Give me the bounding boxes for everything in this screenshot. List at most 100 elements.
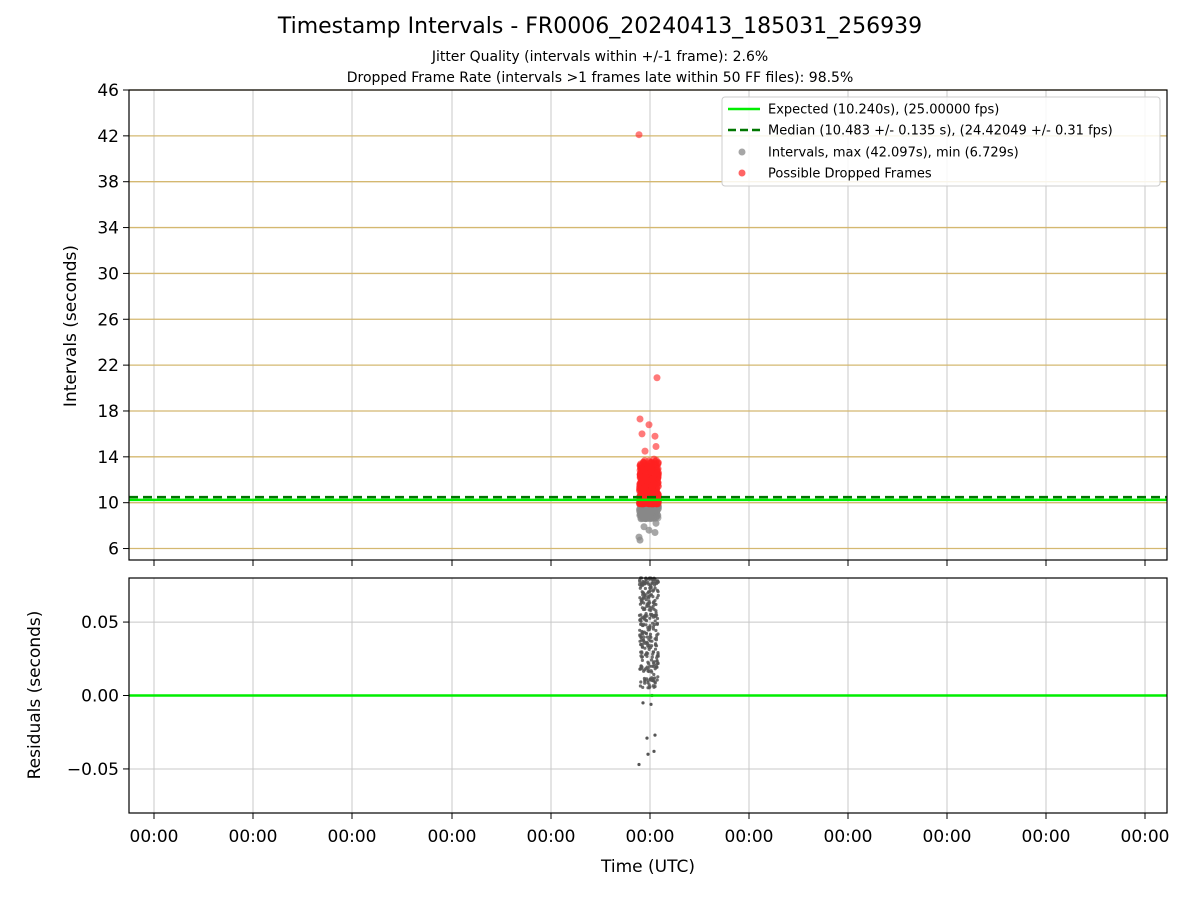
residual-point <box>643 593 647 597</box>
residual-point <box>655 622 659 627</box>
chart-title: Timestamp Intervals - FR0006_20240413_18… <box>277 14 923 39</box>
residual-point <box>650 678 654 683</box>
residual-point <box>653 619 657 623</box>
residual-point <box>649 702 653 706</box>
residual-point <box>639 622 643 627</box>
residual-point <box>638 602 643 606</box>
dropped-frame-point <box>641 483 649 490</box>
residual-point <box>638 684 643 688</box>
top-ytick-label-6: 6 <box>108 540 119 560</box>
residual-point <box>655 616 660 621</box>
residual-point <box>645 619 649 623</box>
residual-point <box>653 586 657 590</box>
residual-point <box>644 598 648 602</box>
residual-point <box>656 579 660 583</box>
residual-point <box>640 655 644 659</box>
residual-point <box>638 578 642 582</box>
dropped-frame-point <box>638 465 646 473</box>
residual-point <box>656 675 660 679</box>
dropped-frame-point <box>653 500 660 508</box>
residual-point <box>640 667 644 671</box>
dropped-frame-point <box>648 483 656 491</box>
residual-point <box>642 630 646 634</box>
top-ytick-label-42: 42 <box>97 127 119 147</box>
top-ytick-label-18: 18 <box>97 402 119 422</box>
residual-point <box>653 647 658 651</box>
residual-point <box>647 594 652 598</box>
dropped-frame-point <box>654 465 662 473</box>
top-ytick-label-22: 22 <box>97 356 119 376</box>
residual-point <box>646 580 650 585</box>
jitter-quality-subtitle: Jitter Quality (intervals within +/-1 fr… <box>431 49 769 65</box>
residual-point <box>641 579 645 584</box>
residual-point <box>638 618 643 623</box>
residual-point <box>646 604 650 608</box>
residual-point <box>642 676 647 681</box>
residual-point <box>647 599 651 603</box>
top-ytick-label-46: 46 <box>97 81 119 101</box>
interval-y-axis-label: Intervals (seconds) <box>61 245 81 407</box>
residual-point <box>652 672 656 677</box>
residual-point <box>647 686 651 690</box>
residual-point <box>647 647 651 652</box>
residual-point <box>656 593 660 598</box>
interval-point <box>651 528 659 536</box>
residual-point <box>656 661 660 666</box>
residual-point <box>647 683 651 687</box>
residual-point <box>641 701 645 705</box>
dropped-frame-point <box>650 455 658 463</box>
interval-point <box>640 523 648 531</box>
residual-point <box>644 612 648 616</box>
residual-point <box>637 762 641 767</box>
x-tick-label-4: 00:00 <box>527 827 576 847</box>
residual-point <box>644 641 648 646</box>
residual-point <box>642 622 646 627</box>
residual-point <box>656 654 660 658</box>
residual-point <box>651 580 656 584</box>
residual-point <box>646 679 650 683</box>
residual-point <box>638 596 642 600</box>
residual-y-axis-label: Residuals (seconds) <box>25 611 45 780</box>
residual-point <box>642 606 647 610</box>
residual-point <box>653 680 657 684</box>
residual-point <box>642 635 646 639</box>
top-ytick-label-30: 30 <box>97 264 119 284</box>
legend-entry-label: Median (10.483 +/- 0.135 s), (24.42049 +… <box>768 124 1113 139</box>
x-tick-label-9: 00:00 <box>1022 827 1071 847</box>
time-x-axis-label: Time (UTC) <box>600 857 695 877</box>
dropped-frame-point <box>653 374 661 382</box>
top-ytick-label-34: 34 <box>97 219 119 239</box>
x-tick-label-7: 00:00 <box>824 827 873 847</box>
residual-point <box>646 628 650 632</box>
residual-point <box>648 632 653 637</box>
x-tick-label-0: 00:00 <box>130 827 179 847</box>
bottom-ytick-label-2: 0.05 <box>81 613 119 633</box>
residual-point <box>651 589 655 593</box>
residual-point <box>640 658 645 663</box>
residual-point <box>652 600 656 604</box>
legend-box <box>721 96 1161 187</box>
residual-point <box>654 638 659 642</box>
top-ytick-label-26: 26 <box>97 310 119 330</box>
residual-point <box>646 752 650 756</box>
residual-point <box>648 588 652 593</box>
x-tick-label-5: 00:00 <box>626 827 675 847</box>
residual-point <box>639 664 643 668</box>
residual-point <box>640 638 644 642</box>
residual-point <box>638 586 642 590</box>
interval-point <box>647 514 655 522</box>
residual-point <box>639 680 643 684</box>
residual-point <box>645 614 649 618</box>
dropped-frame-subtitle: Dropped Frame Rate (intervals >1 frames … <box>346 70 854 86</box>
chart-legend: Expected (10.240s), (25.00000 fps) Median… <box>721 96 1161 187</box>
dropped-frame-point <box>651 432 659 440</box>
residual-point <box>647 608 651 612</box>
residual-point <box>645 736 649 740</box>
residual-point <box>651 684 655 688</box>
dropped-frame-point <box>635 131 643 139</box>
residual-point <box>655 678 659 682</box>
residual-point <box>650 612 654 616</box>
residual-point <box>656 651 660 655</box>
residual-point <box>651 652 655 656</box>
dropped-frame-point <box>641 447 649 455</box>
